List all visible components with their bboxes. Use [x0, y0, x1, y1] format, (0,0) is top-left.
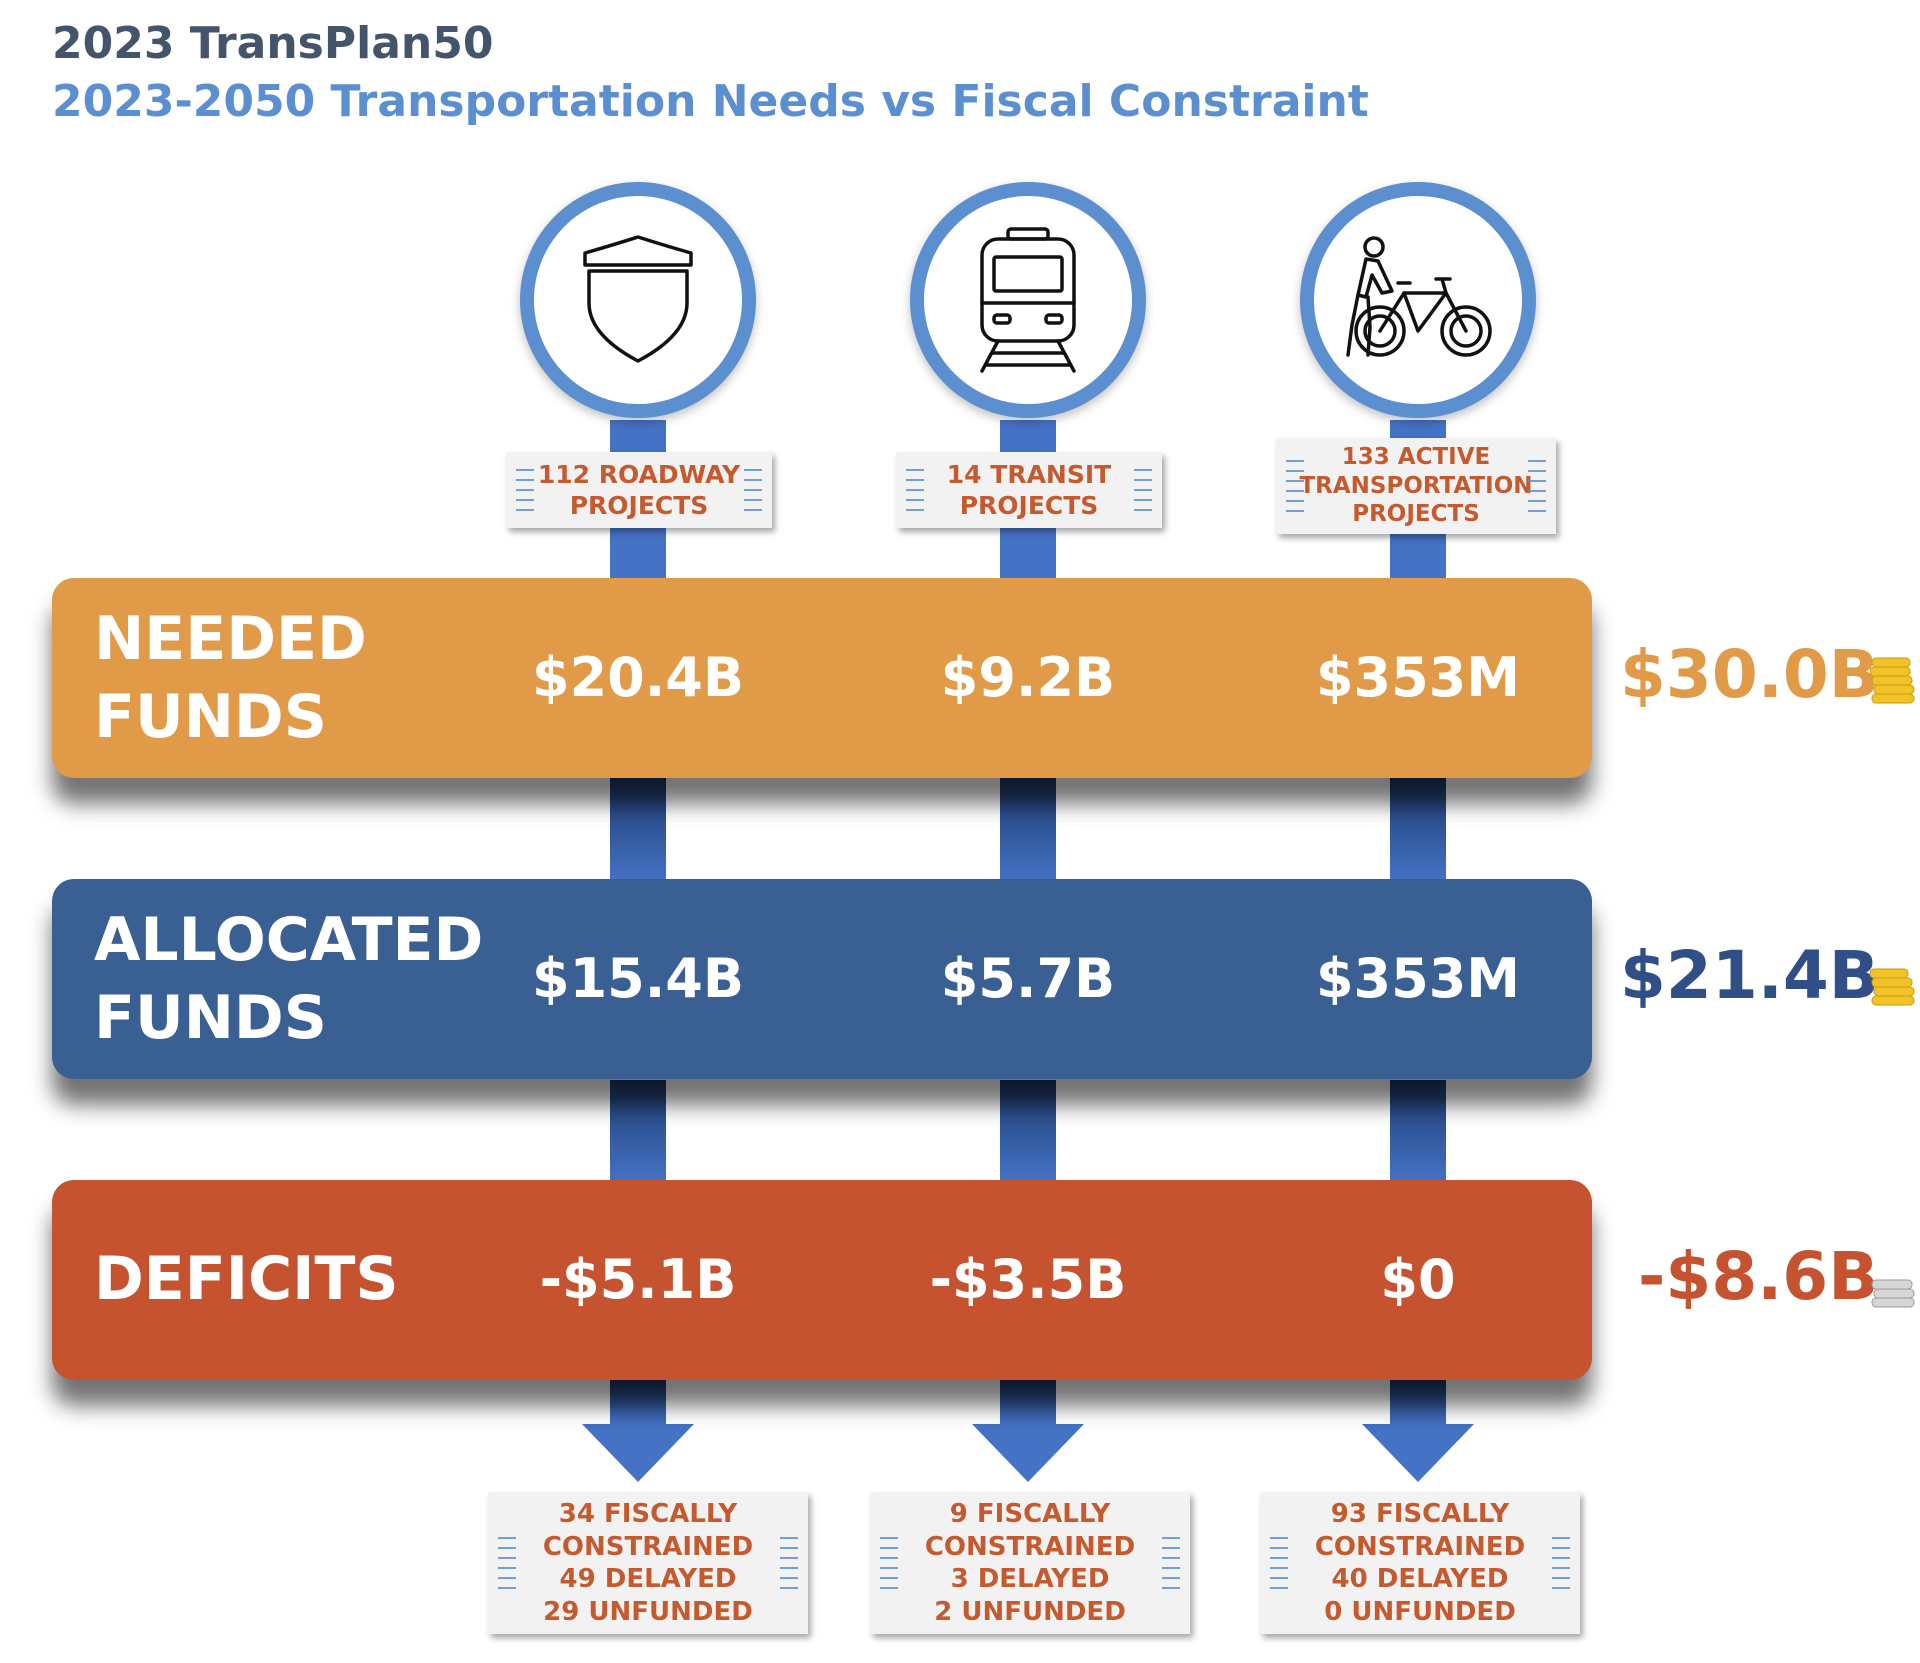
outcome-note: 9 FISCALLY CONSTRAINED 3 DELAYED 2 UNFUN…	[870, 1492, 1190, 1634]
row-value: $353M	[1315, 646, 1521, 709]
pipe-segment	[1000, 1380, 1056, 1425]
down-arrow-icon	[582, 1424, 694, 1482]
pipe-segment	[610, 1080, 666, 1182]
row-value: $0	[1380, 1248, 1456, 1311]
needed-funds-row: NEEDED FUNDS $20.4B $9.2B $353M	[52, 578, 1592, 778]
project-count-note: 14 TRANSIT PROJECTS	[896, 452, 1162, 528]
row-label: FUNDS	[94, 983, 327, 1053]
pipe-segment	[610, 1380, 666, 1425]
row-value: $15.4B	[532, 947, 744, 1010]
pipe-segment	[1390, 1380, 1446, 1425]
allocated-total: $21.4B	[1620, 937, 1880, 1014]
pipe-segment	[1390, 778, 1446, 882]
project-count-note: 133 ACTIVE TRANSPORTATION PROJECTS	[1276, 438, 1556, 534]
pedestrian-bicycle-icon	[1300, 182, 1536, 418]
pipe-segment	[1000, 778, 1056, 882]
train-icon	[910, 182, 1146, 418]
pipe-segment	[1390, 1080, 1446, 1182]
pipe-segment	[610, 778, 666, 882]
gold-coins-icon	[1870, 657, 1915, 704]
row-value: $353M	[1315, 947, 1521, 1010]
row-label: FUNDS	[94, 682, 327, 752]
row-value: -$3.5B	[929, 1248, 1127, 1311]
row-label: ALLOCATED	[94, 905, 484, 975]
row-value: -$5.1B	[539, 1248, 737, 1311]
page-subtitle: 2023-2050 Transportation Needs vs Fiscal…	[52, 76, 1369, 127]
row-label: DEFICITS	[94, 1244, 399, 1314]
highway-shield-icon	[520, 182, 756, 418]
needed-total: $30.0B	[1620, 636, 1880, 713]
deficits-row: DEFICITS -$5.1B -$3.5B $0	[52, 1180, 1592, 1380]
allocated-funds-row: ALLOCATED FUNDS $15.4B $5.7B $353M	[52, 879, 1592, 1079]
row-value: $20.4B	[532, 646, 744, 709]
pipe-segment	[1000, 1080, 1056, 1182]
gold-coins-icon	[1870, 968, 1915, 1006]
outcome-note: 34 FISCALLY CONSTRAINED 49 DELAYED 29 UN…	[488, 1492, 808, 1634]
down-arrow-icon	[1362, 1424, 1474, 1482]
outcome-note: 93 FISCALLY CONSTRAINED 40 DELAYED 0 UNF…	[1260, 1492, 1580, 1634]
down-arrow-icon	[972, 1424, 1084, 1482]
row-value: $5.7B	[940, 947, 1116, 1010]
deficit-total: -$8.6B	[1638, 1238, 1879, 1315]
gray-coins-icon	[1871, 1279, 1915, 1308]
row-value: $9.2B	[940, 646, 1116, 709]
row-label: NEEDED	[94, 604, 367, 674]
project-count-note: 112 ROADWAY PROJECTS	[506, 452, 772, 528]
page-title: 2023 TransPlan50	[52, 18, 494, 69]
